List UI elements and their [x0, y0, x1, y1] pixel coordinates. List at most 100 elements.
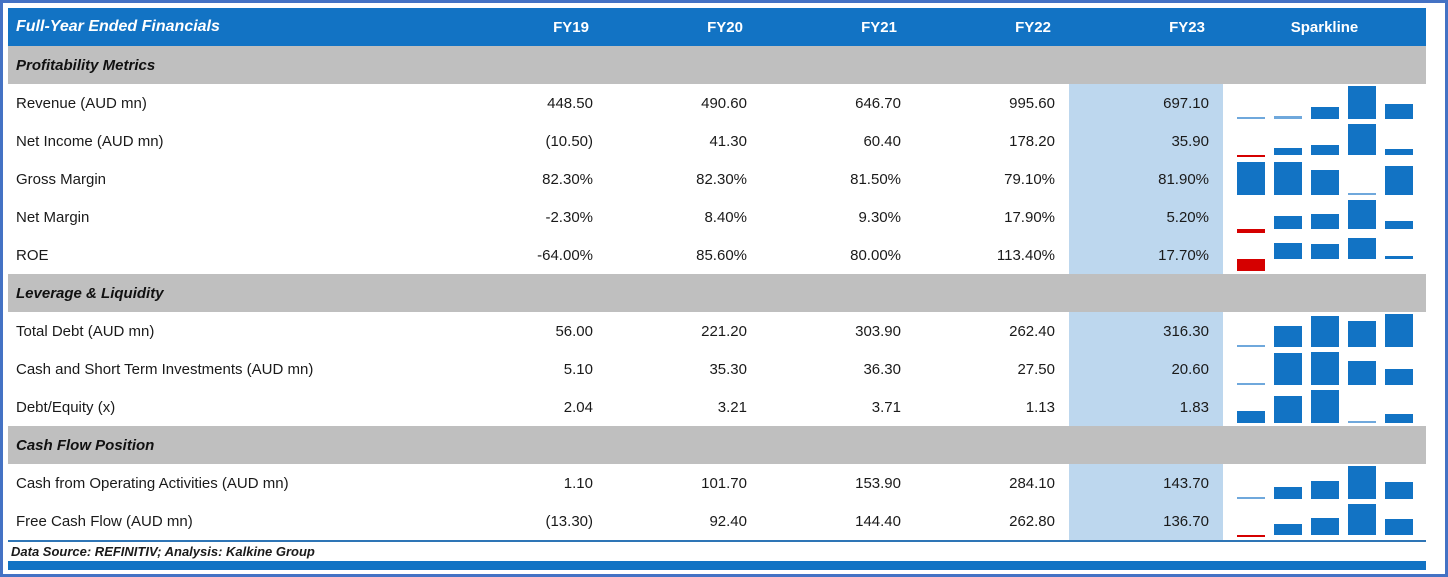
sparkline-bar [1273, 390, 1302, 423]
row-label: Gross Margin [16, 170, 107, 188]
cell-fy19: (13.30) [545, 512, 593, 530]
cell-fy23: 1.83 [1069, 388, 1223, 426]
cell-fy22: 262.80 [1009, 512, 1055, 530]
sparkline-bar [1347, 314, 1376, 347]
sparkline-bar [1273, 504, 1302, 537]
cell-fy20: 82.30% [696, 170, 747, 188]
sparkline-bar [1347, 124, 1376, 157]
table-row-cash-short-term-investments: Cash and Short Term Investments (AUD mn)… [8, 350, 1426, 388]
row-label: Cash and Short Term Investments (AUD mn) [16, 360, 314, 378]
sparkline-bar [1236, 390, 1265, 423]
row-label: Revenue (AUD mn) [16, 94, 147, 112]
sparkline-bar [1347, 390, 1376, 423]
cell-fy21: 646.70 [855, 94, 901, 112]
cell-fy20: 35.30 [709, 360, 747, 378]
sparkline-chart [1223, 350, 1426, 388]
row-label: Net Margin [16, 208, 90, 226]
cell-fy20: 221.20 [701, 322, 747, 340]
sparkline-bar [1384, 86, 1413, 119]
sparkline-bar [1273, 352, 1302, 385]
sparkline-bar [1273, 314, 1302, 347]
cell-fy21: 153.90 [855, 474, 901, 492]
cell-fy23: 35.90 [1069, 122, 1223, 160]
cell-fy19: -2.30% [545, 208, 593, 226]
cell-fy21: 144.40 [855, 512, 901, 530]
cell-fy22: 262.40 [1009, 322, 1055, 340]
cell-fy22: 178.20 [1009, 132, 1055, 150]
cell-fy22: 17.90% [1004, 208, 1055, 226]
cell-fy22: 284.10 [1009, 474, 1055, 492]
column-header-fy23: FY23 [1169, 18, 1205, 36]
sparkline-bar [1310, 162, 1339, 195]
cell-fy23: 20.60 [1069, 350, 1223, 388]
section-label: Leverage & Liquidity [16, 284, 164, 302]
cell-fy20: 101.70 [701, 474, 747, 492]
cell-fy19: 56.00 [555, 322, 593, 340]
sparkline-bar [1310, 200, 1339, 233]
column-header-fy20: FY20 [707, 18, 743, 36]
cell-fy21: 80.00% [850, 246, 901, 264]
sparkline-chart [1223, 312, 1426, 350]
sparkline-bar [1273, 238, 1302, 271]
cell-fy23: 5.20% [1069, 198, 1223, 236]
sparkline-bar [1347, 352, 1376, 385]
sparkline-bar [1347, 504, 1376, 537]
sparkline-bar [1310, 504, 1339, 537]
cell-fy23: 17.70% [1069, 236, 1223, 274]
sparkline-chart [1223, 502, 1426, 540]
column-header-fy21: FY21 [861, 18, 897, 36]
sparkline-bar [1310, 466, 1339, 499]
table-row-roe: ROE -64.00% 85.60% 80.00% 113.40% 17.70% [8, 236, 1426, 274]
sparkline-bar [1384, 352, 1413, 385]
sparkline-bar [1236, 466, 1265, 499]
cell-fy23: 143.70 [1069, 464, 1223, 502]
sparkline-bar [1273, 162, 1302, 195]
table-header-row: Full-Year Ended Financials FY19 FY20 FY2… [8, 8, 1426, 46]
cell-fy19: -64.00% [537, 246, 593, 264]
sparkline-chart [1223, 464, 1426, 502]
sparkline-bar [1347, 86, 1376, 119]
bottom-accent-bar [8, 561, 1426, 570]
sparkline-bar [1310, 314, 1339, 347]
table-row-net-income: Net Income (AUD mn) (10.50) 41.30 60.40 … [8, 122, 1426, 160]
sparkline-bar [1273, 86, 1302, 119]
cell-fy19: 1.10 [563, 474, 593, 492]
table-row-revenue: Revenue (AUD mn) 448.50 490.60 646.70 99… [8, 84, 1426, 122]
cell-fy20: 85.60% [696, 246, 747, 264]
sparkline-bar [1273, 124, 1302, 157]
cell-fy21: 303.90 [855, 322, 901, 340]
sparkline-chart [1223, 122, 1426, 160]
cell-fy23: 136.70 [1069, 502, 1223, 540]
table-title: Full-Year Ended Financials [16, 18, 220, 35]
sparkline-bar [1236, 314, 1265, 347]
cell-fy21: 81.50% [850, 170, 901, 188]
sparkline-bar [1236, 352, 1265, 385]
column-header-fy22: FY22 [1015, 18, 1051, 36]
sparkline-bar [1384, 124, 1413, 157]
table-row-gross-margin: Gross Margin 82.30% 82.30% 81.50% 79.10%… [8, 160, 1426, 198]
cell-fy20: 490.60 [701, 94, 747, 112]
row-label: Debt/Equity (x) [16, 398, 116, 416]
sparkline-bar [1236, 124, 1265, 157]
data-source-footer: Data Source: REFINITIV; Analysis: Kalkin… [8, 540, 1426, 561]
sparkline-bar [1273, 200, 1302, 233]
cell-fy22: 79.10% [1004, 170, 1055, 188]
section-header-leverage-liquidity: Leverage & Liquidity [8, 274, 1426, 312]
sparkline-bar [1384, 466, 1413, 499]
cell-fy19: (10.50) [545, 132, 593, 150]
cell-fy23: 316.30 [1069, 312, 1223, 350]
cell-fy20: 3.21 [717, 398, 747, 416]
sparkline-bar [1384, 504, 1413, 537]
sparkline-bar [1310, 124, 1339, 157]
cell-fy21: 60.40 [863, 132, 901, 150]
section-label: Profitability Metrics [16, 56, 156, 74]
sparkline-bar [1310, 352, 1339, 385]
column-header-fy19: FY19 [553, 18, 589, 36]
sparkline-bar [1384, 162, 1413, 195]
row-label: Net Income (AUD mn) [16, 132, 164, 150]
sparkline-bar [1236, 238, 1265, 271]
cell-fy22: 113.40% [996, 246, 1055, 264]
cell-fy20: 92.40 [709, 512, 747, 530]
sparkline-bar [1236, 86, 1265, 119]
